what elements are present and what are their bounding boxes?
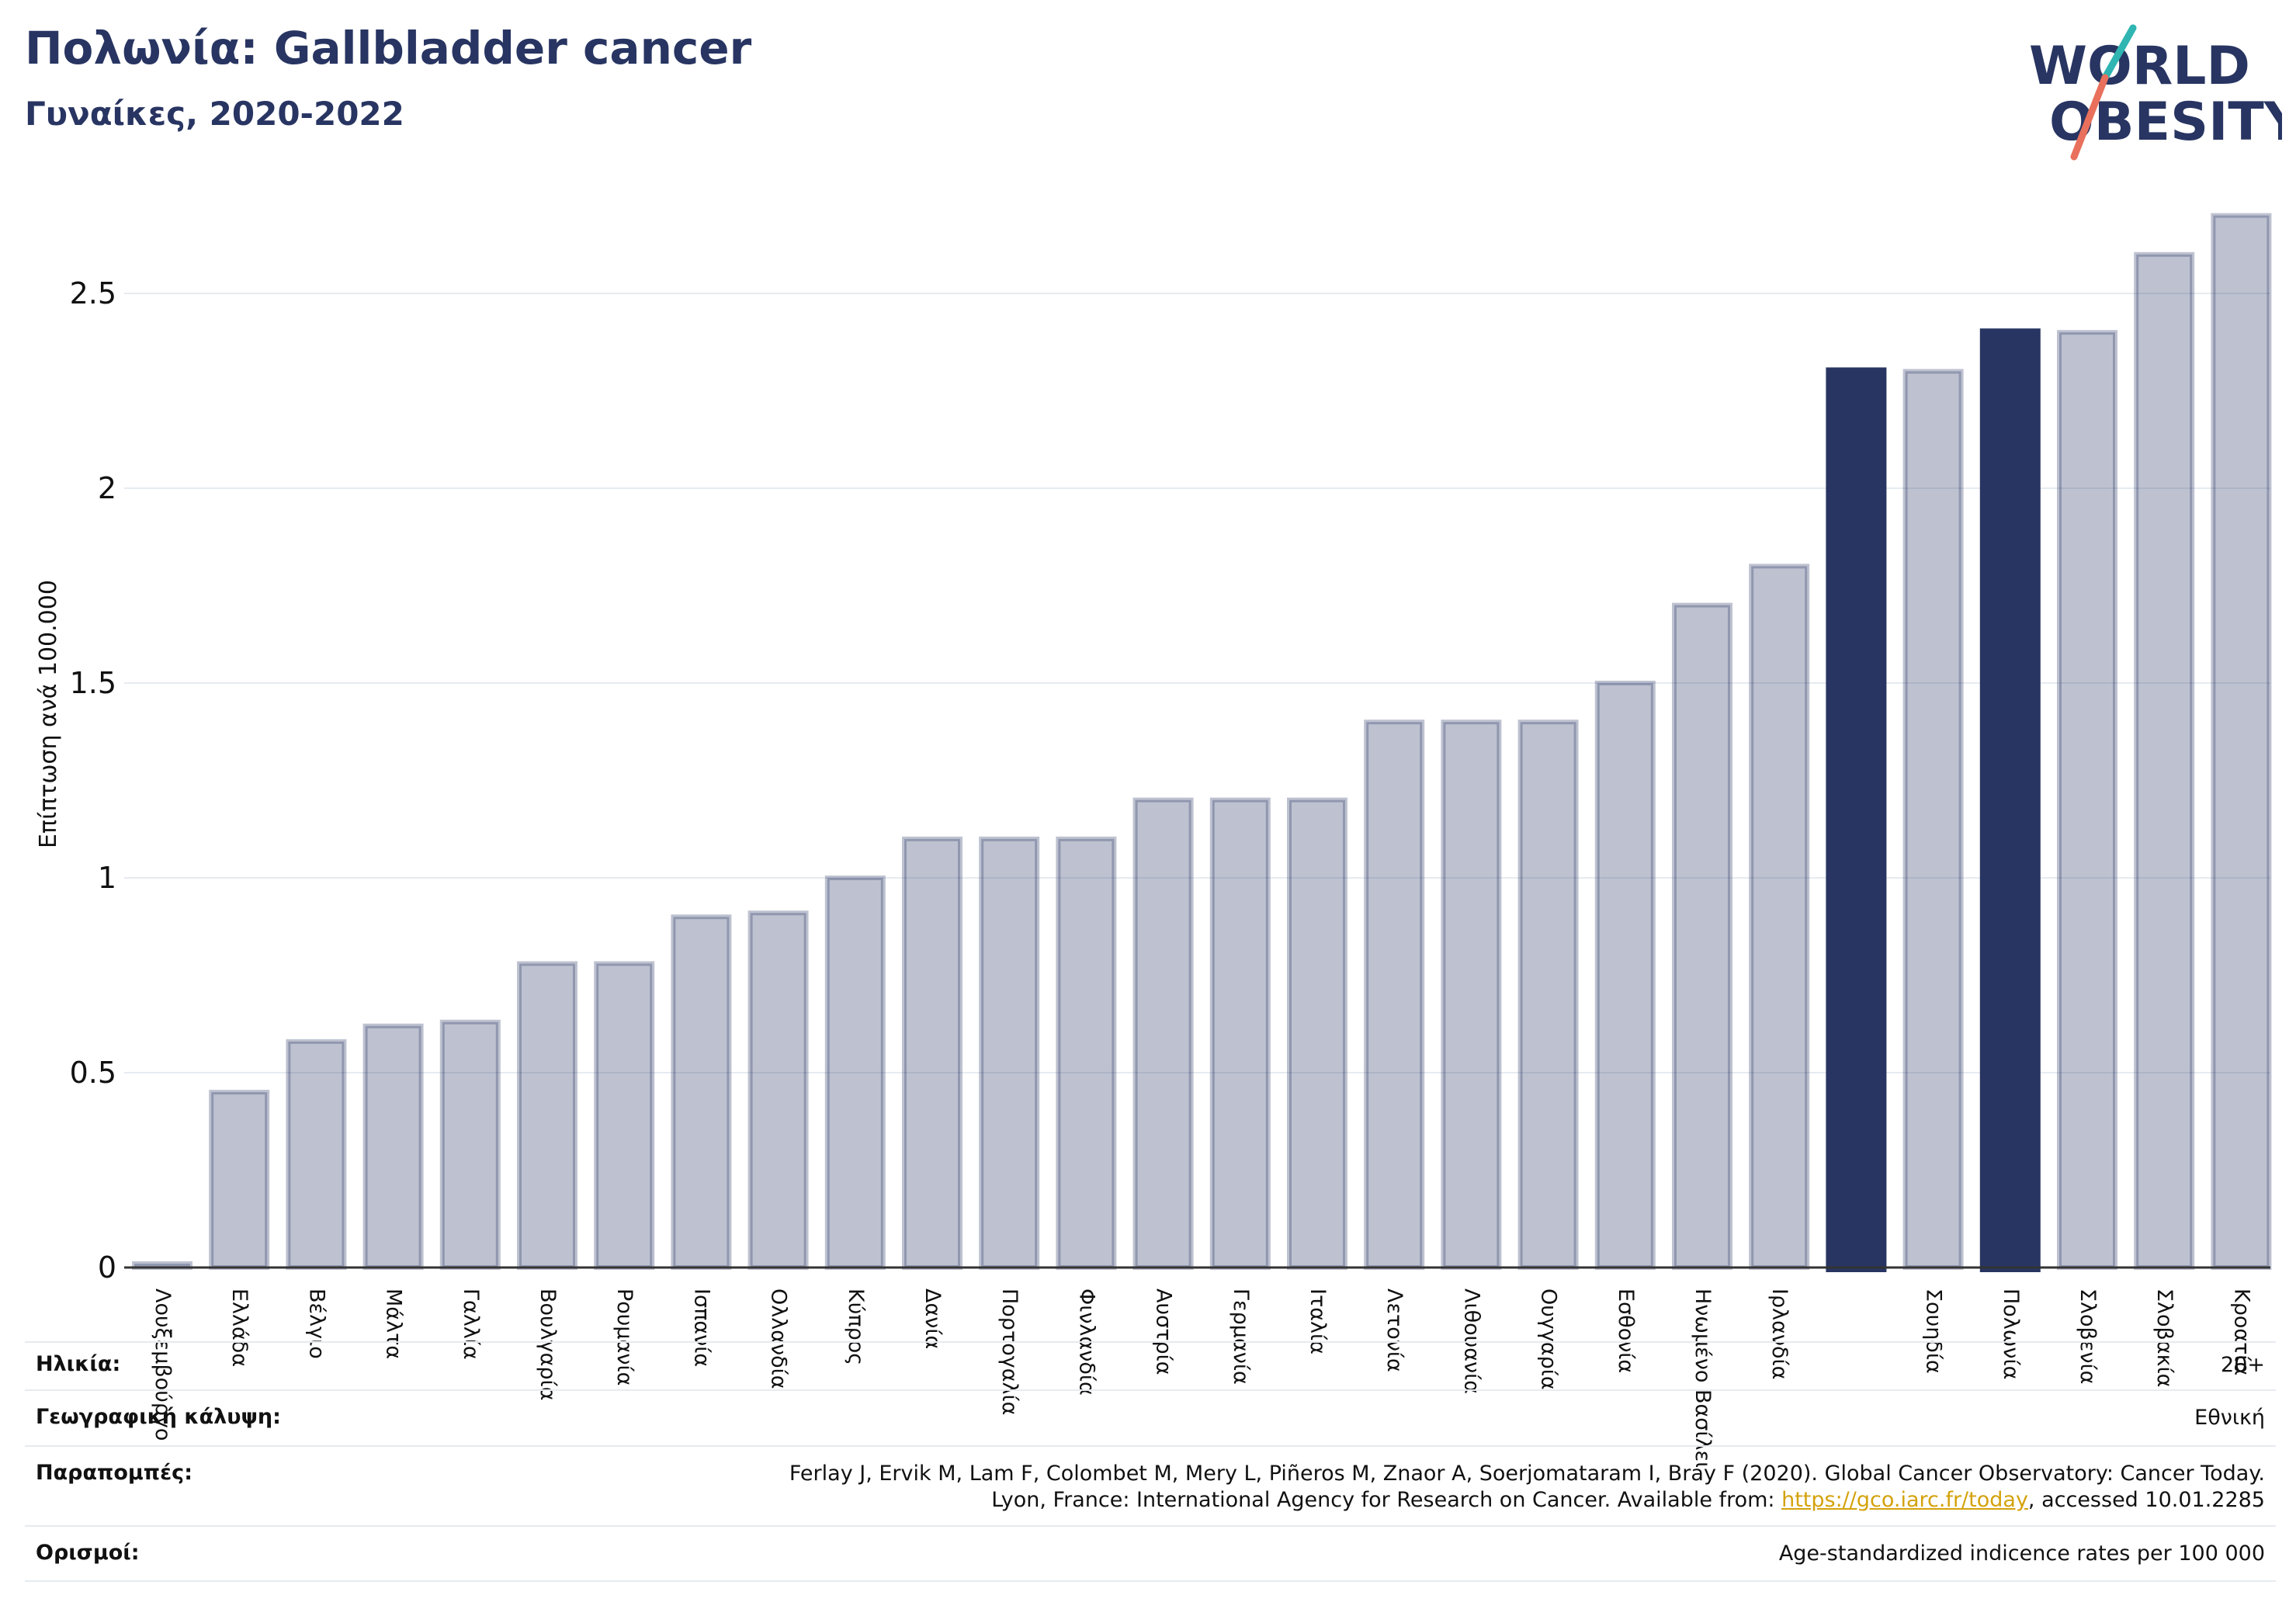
x-tick-label: Λουξεμβούργο (151, 1288, 175, 1441)
info-row-age: Ηλικία: 20+ (25, 1352, 2276, 1383)
bar (1594, 681, 1656, 1270)
bar (1826, 367, 1887, 1272)
x-tick-label: Σλοβενία (2076, 1288, 2100, 1384)
bar (594, 961, 655, 1270)
x-tick-label: Ελλάδα (227, 1288, 251, 1367)
x-tick-label: Γαλλία (459, 1288, 483, 1360)
x-tick-label: Ρουμανία (612, 1288, 636, 1385)
age-label: Ηλικία: (36, 1352, 121, 1376)
age-value: 20+ (2221, 1353, 2265, 1377)
references-label: Παραπομπές: (36, 1461, 192, 1485)
references-line2-prefix: Lyon, France: International Agency for R… (991, 1488, 1782, 1512)
page-title: Πολωνία: Gallbladder cancer (25, 22, 752, 75)
bar (979, 836, 1040, 1271)
bar (902, 836, 962, 1271)
info-divider (25, 1341, 2276, 1343)
y-tick-label: 0.5 (70, 1056, 116, 1090)
x-tick-label: Ουγγαρία (1537, 1288, 1561, 1390)
bar (362, 1023, 424, 1270)
bar (1132, 797, 1194, 1270)
y-tick-label: 1 (98, 861, 116, 895)
references-line2: Lyon, France: International Agency for R… (789, 1487, 2265, 1514)
x-tick-label: Ηνωμένο Βασίλειο (1691, 1288, 1715, 1467)
x-tick-label: Ιταλία (1306, 1288, 1330, 1354)
references-line1: Ferlay J, Ervik M, Lam F, Colombet M, Me… (789, 1462, 2265, 1486)
y-tick-label: 1.5 (70, 666, 116, 700)
y-tick-label: 0 (98, 1250, 116, 1285)
logo-slash-teal (2101, 24, 2137, 81)
bar (671, 914, 732, 1270)
x-tick-label: Γερμανία (1229, 1288, 1253, 1385)
bar (824, 876, 886, 1270)
x-tick-label: Λετονία (1382, 1288, 1406, 1372)
coverage-value: Εθνική (2194, 1406, 2265, 1430)
world-obesity-logo: WORLD OBESITY (2029, 24, 2282, 161)
info-row-references: Παραπομπές: Ferlay J, Ervik M, Lam F, Co… (25, 1461, 2276, 1523)
logo-slash-coral (2070, 74, 2109, 161)
references-line2-suffix: , accessed 10.01.2285 (2027, 1488, 2265, 1512)
bar (1441, 720, 1502, 1270)
logo-line1: WORLD (2029, 36, 2250, 97)
x-tick-label: Σλοβακία (2152, 1288, 2176, 1387)
bar (747, 910, 809, 1271)
coverage-label: Γεωγραφική κάλυψη: (36, 1405, 281, 1429)
x-tick-label: Κύπρος (844, 1288, 868, 1365)
info-row-coverage: Γεωγραφική κάλυψη: Εθνική (25, 1405, 2276, 1436)
info-row-definitions: Ορισμοί: Age-standardized indicence rate… (25, 1541, 2276, 1572)
bar (286, 1039, 347, 1270)
references-link[interactable]: https://gco.iarc.fr/today (1781, 1488, 2028, 1512)
bar-chart: 0 0.5 1 1.5 2 2.5 Επίπτωση ανά 100.000 Λουξεμβο… (35, 213, 2272, 1467)
bar (2057, 330, 2117, 1271)
bar (1287, 797, 1347, 1270)
x-tick-label: Ολλανδία (767, 1288, 791, 1389)
bar (1056, 836, 1117, 1271)
bar (439, 1019, 501, 1270)
bar (1209, 797, 1271, 1270)
y-tick-label: 2.5 (70, 276, 116, 310)
x-tick-label: Μάλτα (382, 1288, 406, 1359)
x-tick-label: Δανία (921, 1288, 945, 1349)
x-tick-label: Αυστρία (1152, 1288, 1176, 1375)
bar (2134, 251, 2195, 1270)
x-tick-label: Σουηδία (1922, 1288, 1946, 1374)
info-divider (25, 1389, 2276, 1391)
x-tick-label: Κροατία (2229, 1288, 2253, 1375)
x-tick-label: Βέλγιο (304, 1288, 328, 1359)
bar (2211, 213, 2272, 1271)
definitions-value: Age-standardized indicence rates per 100… (1778, 1542, 2265, 1566)
x-tick-label: Ισπανία (689, 1288, 713, 1367)
page-subtitle: Γυναίκες, 2020-2022 (25, 95, 404, 133)
bar (209, 1090, 270, 1270)
bar (1979, 328, 2041, 1273)
x-tick-label: Πολωνία (1999, 1288, 2023, 1379)
bar (1672, 602, 1732, 1270)
x-tick-label: Πορτογαλία (997, 1288, 1021, 1415)
info-divider (25, 1445, 2276, 1447)
references-text: Ferlay J, Ervik M, Lam F, Colombet M, Me… (789, 1461, 2265, 1514)
y-tick-label: 2 (98, 471, 116, 505)
bar (1749, 564, 1810, 1270)
info-divider (25, 1580, 2276, 1582)
bar (1364, 720, 1425, 1270)
bar (1902, 369, 1964, 1270)
y-axis-label: Επίπτωση ανά 100.000 (35, 580, 62, 848)
bar (1517, 720, 1579, 1270)
definitions-label: Ορισμοί: (36, 1541, 140, 1565)
x-tick-label: Εσθονία (1614, 1288, 1638, 1373)
x-tick-label: Βουλγαρία (536, 1288, 560, 1401)
bar (517, 961, 577, 1270)
info-divider (25, 1525, 2276, 1527)
x-tick-label: Ιρλανδία (1767, 1288, 1791, 1379)
